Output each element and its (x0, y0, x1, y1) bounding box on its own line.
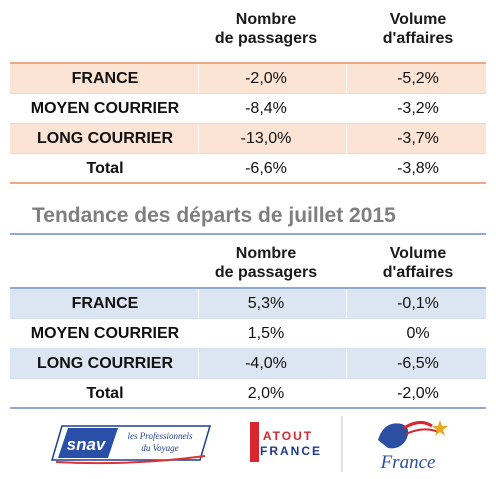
column-separator (346, 64, 347, 93)
passengers-column-header: Nombre de passagers (214, 245, 318, 281)
table2-top-rule (10, 233, 486, 235)
column-separator (198, 289, 199, 318)
row-label: MOYEN COURRIER (30, 100, 180, 117)
snav-mark: snav (67, 435, 107, 454)
row-label: LONG COURRIER (37, 130, 173, 147)
passengers-value: -4,0% (245, 355, 287, 372)
table-2014-summary: Nombre de passagers Volume d'affaires (10, 10, 486, 64)
column-separator (198, 349, 199, 378)
table2-bottom-rule (10, 407, 486, 409)
row-label: FRANCE (71, 70, 139, 87)
passengers-value: -2,0% (245, 70, 287, 87)
table-row: LONG COURRIER -4,0% -6,5% (10, 348, 486, 378)
row-label: MOYEN COURRIER (30, 325, 180, 342)
passengers-value: 2,0% (247, 385, 285, 402)
column-separator (198, 124, 199, 153)
passengers-value: 5,3% (247, 295, 285, 312)
partner-logos: snav les Professionnels du Voyage ATOUT … (50, 416, 448, 473)
passengers-value: 1,5% (247, 325, 285, 342)
volume-value: -5,2% (397, 70, 439, 87)
table1-top-rule (10, 62, 486, 64)
table2-header: Nombre de passagers Volume d'affaires (10, 244, 486, 298)
volume-column-header: Volume d'affaires (382, 245, 454, 281)
table-row: MOYEN COURRIER -8,4% -3,2% (10, 93, 486, 123)
volume-value: -3,2% (397, 100, 439, 117)
passengers-value: -6,6% (245, 160, 287, 177)
row-label: FRANCE (71, 295, 139, 312)
table-row: FRANCE -2,0% -5,2% (10, 64, 486, 93)
column-separator (346, 289, 347, 318)
column-separator (198, 64, 199, 93)
volume-value: -0,1% (397, 295, 439, 312)
table1-header: Nombre de passagers Volume d'affaires (10, 10, 486, 64)
volume-value: 0% (406, 325, 430, 342)
france-script: France (380, 452, 436, 473)
row-label: LONG COURRIER (37, 355, 173, 372)
france-tourism-logo: France (378, 420, 448, 473)
table1-bottom-rule (10, 182, 486, 184)
table-row: Total -6,6% -3,8% (10, 153, 486, 183)
table-row: LONG COURRIER -13,0% -3,7% (10, 123, 486, 153)
svg-text:les Professionnels: les Professionnels (128, 431, 193, 441)
volume-value: -2,0% (397, 385, 439, 402)
snav-logo: snav les Professionnels du Voyage (50, 425, 212, 465)
table-row: MOYEN COURRIER 1,5% 0% (10, 318, 486, 348)
svg-text:ATOUT: ATOUT (263, 429, 313, 443)
column-separator (346, 349, 347, 378)
table1-body: FRANCE -2,0% -5,2% MOYEN COURRIER -8,4% … (10, 64, 486, 183)
table2-header-rule (10, 287, 486, 289)
table2-body: FRANCE 5,3% -0,1% MOYEN COURRIER 1,5% 0%… (10, 289, 486, 408)
passengers-value: -13,0% (240, 130, 292, 147)
column-separator (346, 124, 347, 153)
volume-column-header: Volume d'affaires (382, 11, 454, 47)
svg-text:du Voyage: du Voyage (141, 443, 178, 453)
volume-value: -3,7% (397, 130, 439, 147)
atout-france-logo: ATOUT FRANCE (250, 416, 343, 472)
table-row: Total 2,0% -2,0% (10, 378, 486, 408)
passengers-value: -8,4% (245, 100, 287, 117)
section-title: Tendance des départs de juillet 2015 (32, 204, 396, 227)
volume-value: -3,8% (397, 160, 439, 177)
table-row: FRANCE 5,3% -0,1% (10, 289, 486, 318)
passengers-column-header: Nombre de passagers (214, 11, 318, 47)
volume-value: -6,5% (397, 355, 439, 372)
row-label: Total (86, 160, 124, 177)
svg-text:FRANCE: FRANCE (260, 444, 322, 458)
row-label: Total (86, 385, 124, 402)
